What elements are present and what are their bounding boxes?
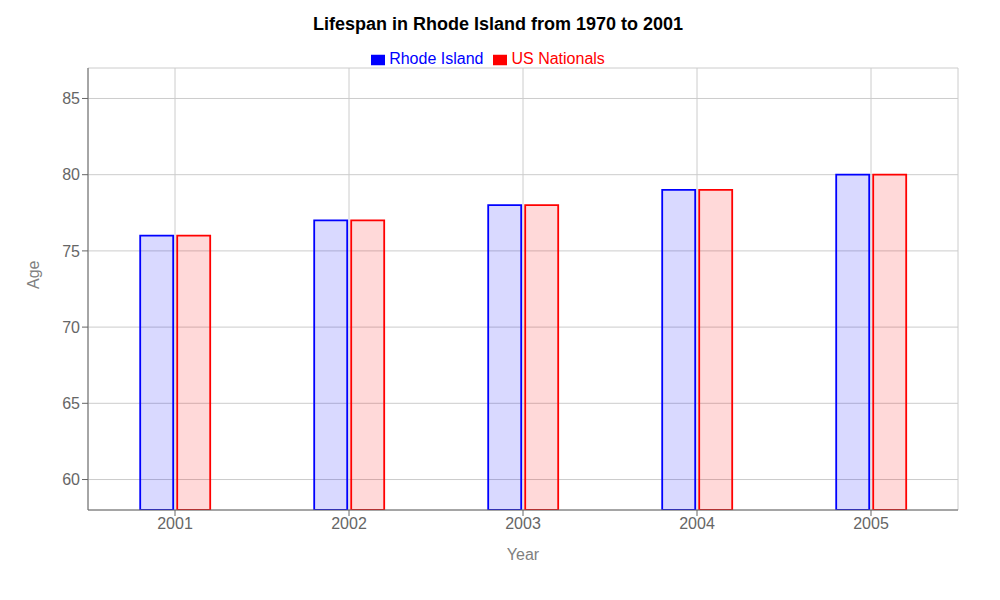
html-text:Lifespan in Rhode Island from: Lifespan in Rhode Island from 1970 to 20…	[312, 14, 683, 34]
html-text:Rhode Island: Rhode Island	[389, 50, 484, 67]
svg-text:2004: 2004	[679, 515, 715, 532]
svg-text:2005: 2005	[853, 515, 889, 532]
svg-text:Age: Age	[25, 260, 42, 289]
html-text:US Nationals: US Nationals	[511, 50, 605, 67]
svg-text:80: 80	[62, 166, 80, 183]
svg-text:2002: 2002	[331, 515, 367, 532]
svg-text:2003: 2003	[505, 515, 541, 532]
svg-text:85: 85	[62, 90, 80, 107]
svg-text:75: 75	[62, 243, 80, 260]
svg-text:65: 65	[62, 395, 80, 412]
svg-text:Year: Year	[507, 546, 540, 563]
svg-text:2001: 2001	[157, 515, 193, 532]
svg-text:60: 60	[62, 471, 80, 488]
svg-text:70: 70	[62, 319, 80, 336]
